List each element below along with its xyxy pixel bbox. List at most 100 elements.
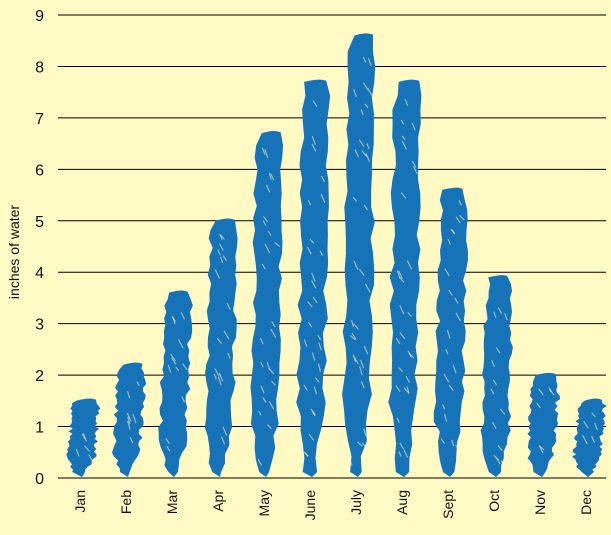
bar-texture xyxy=(403,387,410,394)
bar-texture xyxy=(396,417,400,424)
y-tick-label: 0 xyxy=(35,471,44,488)
bar-texture xyxy=(219,233,223,240)
bar-sept xyxy=(433,187,468,478)
bar xyxy=(250,131,283,477)
bar-texture xyxy=(227,352,231,359)
bar-texture xyxy=(536,402,541,409)
bar-texture xyxy=(398,451,402,457)
bar-texture xyxy=(491,360,495,368)
bar-texture xyxy=(165,437,170,445)
bar-texture xyxy=(318,342,322,351)
bar-texture xyxy=(440,438,446,444)
bar-texture xyxy=(214,368,220,377)
bar-texture xyxy=(266,424,272,430)
bar-texture xyxy=(126,412,132,422)
bar-texture xyxy=(222,255,227,261)
bar-texture xyxy=(307,200,312,206)
bar-apr xyxy=(204,218,238,477)
bar-texture xyxy=(265,184,271,193)
bar-texture xyxy=(411,122,416,131)
bar-texture xyxy=(403,449,409,459)
bar-texture xyxy=(308,321,313,328)
bar-texture xyxy=(401,140,408,150)
bar-texture xyxy=(258,410,262,416)
bar-texture xyxy=(261,147,266,155)
bar-texture xyxy=(213,373,217,380)
bar-texture xyxy=(311,136,317,146)
bar-texture xyxy=(303,384,308,391)
bar xyxy=(433,187,468,478)
bar-texture xyxy=(217,376,222,386)
bar-texture xyxy=(88,454,95,464)
bar-texture xyxy=(538,445,544,454)
bar-texture xyxy=(359,268,365,276)
bar-texture xyxy=(220,436,226,445)
bar-texture xyxy=(226,302,231,310)
bar-texture xyxy=(353,260,359,270)
bar-texture xyxy=(219,256,224,264)
bar-texture xyxy=(218,372,224,382)
bar-texture xyxy=(268,172,272,180)
gridlines xyxy=(58,14,606,479)
bar-texture xyxy=(166,445,171,452)
bar-texture xyxy=(458,214,465,221)
bar-texture xyxy=(263,215,268,223)
bar-texture xyxy=(455,312,462,322)
bar-texture xyxy=(398,270,403,280)
bar-texture xyxy=(261,263,266,270)
bar xyxy=(572,398,607,477)
bar-texture xyxy=(442,404,446,410)
bar-texture xyxy=(493,454,500,461)
bar-texture xyxy=(500,460,506,468)
bar xyxy=(527,372,560,477)
bar-texture xyxy=(307,301,313,308)
bar-texture xyxy=(363,428,367,437)
bar-texture xyxy=(455,444,462,454)
x-category-label: July xyxy=(348,490,364,515)
bar-texture xyxy=(591,436,596,443)
bar-texture xyxy=(317,363,322,372)
bar-texture xyxy=(84,445,90,452)
bar-texture xyxy=(353,88,357,98)
bar-texture xyxy=(358,139,365,148)
bar xyxy=(388,79,422,477)
x-category-label: Mar xyxy=(164,490,180,514)
bar-texture xyxy=(352,196,358,202)
bar-texture xyxy=(458,200,463,206)
bar-texture xyxy=(348,456,353,466)
x-category-label: Dec xyxy=(578,490,594,515)
bar-texture xyxy=(266,361,271,371)
bar-texture xyxy=(320,193,326,203)
bar-texture xyxy=(497,307,503,314)
bar-texture xyxy=(492,379,498,386)
bar-texture xyxy=(404,98,409,106)
bar-texture xyxy=(490,388,495,395)
bar-texture xyxy=(352,354,357,362)
bar-texture xyxy=(175,366,180,372)
x-category-label: May xyxy=(256,490,272,516)
bar-texture xyxy=(353,323,359,330)
bar-texture xyxy=(182,363,188,371)
bar-texture xyxy=(304,452,309,458)
bar-june xyxy=(296,79,331,477)
bar-texture xyxy=(396,270,401,279)
bar-texture xyxy=(399,332,406,340)
bar-texture xyxy=(499,408,506,415)
bar-texture xyxy=(311,272,316,282)
bar-july xyxy=(342,33,376,478)
bar-texture xyxy=(367,87,373,97)
bar-texture xyxy=(537,388,544,396)
bar-texture xyxy=(129,437,134,444)
y-tick-label: 2 xyxy=(35,368,44,385)
bar-texture xyxy=(306,246,312,255)
bar-texture xyxy=(411,160,417,168)
bar-texture xyxy=(366,143,370,149)
bar-texture xyxy=(354,149,359,158)
x-category-label: Aug xyxy=(394,490,410,515)
bar-texture xyxy=(132,414,137,424)
bar-texture xyxy=(399,305,405,315)
x-category-label: Feb xyxy=(118,490,134,514)
x-category-label: Apr xyxy=(210,490,226,512)
bar-texture xyxy=(360,109,364,116)
